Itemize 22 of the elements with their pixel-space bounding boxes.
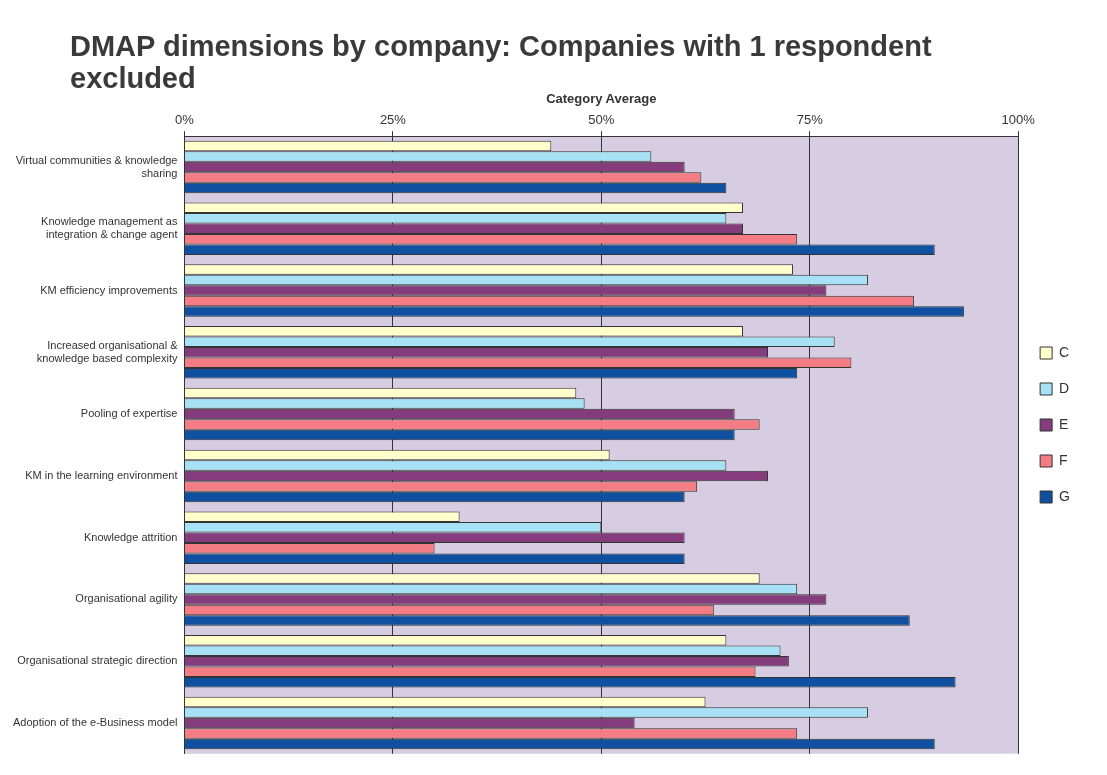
x-tick-label: 100%: [1001, 111, 1036, 127]
y-tick-label: Virtual communities & knowledge sharing: [15, 153, 178, 179]
x-tick-label: 25%: [379, 111, 407, 127]
y-tick-label: KM in the learning environment: [25, 468, 178, 481]
y-tick-label: Adoption of the e-Business model: [12, 715, 178, 728]
y-tick-label: Knowledge attrition: [83, 530, 178, 543]
y-tick-label: Pooling of expertise: [80, 407, 178, 420]
legend-label: C: [1059, 343, 1070, 360]
legend-label: G: [1059, 487, 1070, 504]
legend-label: F: [1059, 451, 1068, 468]
x-tick-label: 75%: [796, 111, 824, 127]
y-tick-label: Knowledge management as integration & change agent: [41, 215, 178, 241]
legend-label: E: [1059, 415, 1069, 432]
y-tick-label: KM efficiency improvements: [40, 283, 178, 296]
legend-label: D: [1059, 379, 1070, 396]
x-tick-label: 50%: [588, 111, 615, 127]
y-tick-label: Organisational agility: [75, 592, 178, 605]
y-tick-label: Organisational strategic direction: [17, 654, 178, 667]
y-tick-label: Increased organisational & knowledge based complexity: [36, 338, 179, 364]
chart-title: DMAP dimensions by company: Companies with 1 respondent excluded: [70, 30, 932, 94]
x-tick-label: 0%: [175, 111, 195, 127]
x-axis-title: Category Average: [546, 91, 657, 107]
